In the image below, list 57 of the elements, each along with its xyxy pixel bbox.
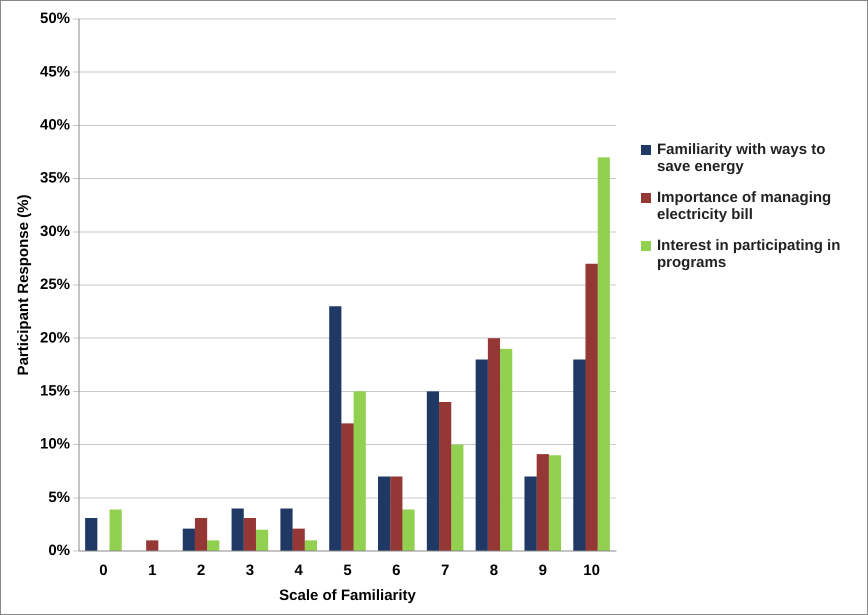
bar — [488, 338, 500, 550]
x-tick-label: 1 — [148, 562, 156, 580]
x-tick-label: 5 — [343, 562, 352, 580]
y-tick-label: 15% — [40, 382, 70, 400]
y-tick-label: 5% — [48, 488, 70, 506]
bar — [451, 444, 464, 550]
bar — [439, 402, 452, 550]
bar — [280, 508, 293, 550]
bar — [573, 359, 586, 550]
y-tick-label: 20% — [40, 329, 70, 346]
bar — [146, 540, 158, 550]
x-axis-title: Scale of Familiarity — [279, 587, 417, 604]
bar — [194, 518, 208, 550]
bar — [304, 540, 317, 550]
x-tick-label: 0 — [99, 562, 108, 580]
bar — [500, 348, 512, 550]
bar — [390, 476, 402, 550]
bar — [354, 391, 366, 550]
legend-label: Importance of managing electricity bill — [657, 189, 832, 223]
x-tick-label: 4 — [294, 562, 304, 580]
bar — [585, 264, 598, 550]
bar — [207, 540, 220, 550]
y-axis-title: Participant Response (%) — [15, 194, 32, 376]
x-tick-label: 9 — [538, 562, 547, 580]
y-tick-label: 45% — [40, 63, 70, 80]
x-tick-label: 7 — [440, 562, 450, 580]
y-tick-label: 35% — [40, 170, 70, 187]
bar — [85, 518, 98, 550]
y-tick-label: 40% — [40, 116, 70, 134]
bar — [426, 391, 440, 550]
legend-label: Familiarity with ways to save energy — [657, 141, 826, 175]
bar — [548, 455, 562, 550]
y-tick-label: 10% — [40, 436, 70, 453]
bar — [256, 530, 268, 550]
y-tick-label: 25% — [40, 276, 70, 294]
y-tick-label: 0% — [48, 542, 70, 560]
y-tick-label: 30% — [40, 222, 70, 240]
bar — [329, 306, 342, 550]
bar — [244, 518, 256, 550]
bar — [341, 423, 354, 550]
bar — [110, 510, 122, 550]
x-tick-label: 8 — [490, 562, 498, 580]
x-tick-label: 10 — [583, 562, 600, 580]
bar — [232, 508, 244, 550]
bar — [182, 528, 195, 550]
x-tick-label: 3 — [246, 562, 254, 580]
bar — [598, 157, 610, 550]
x-tick-label: 6 — [392, 562, 400, 580]
bar — [536, 454, 549, 550]
bar — [402, 510, 415, 550]
bar — [292, 528, 305, 550]
bar — [524, 476, 537, 550]
x-tick-label: 2 — [196, 562, 206, 580]
y-tick-label: 50% — [40, 10, 70, 28]
legend-label: Interest in participating in programs — [657, 237, 842, 271]
bar — [476, 359, 488, 550]
bar — [378, 476, 390, 550]
